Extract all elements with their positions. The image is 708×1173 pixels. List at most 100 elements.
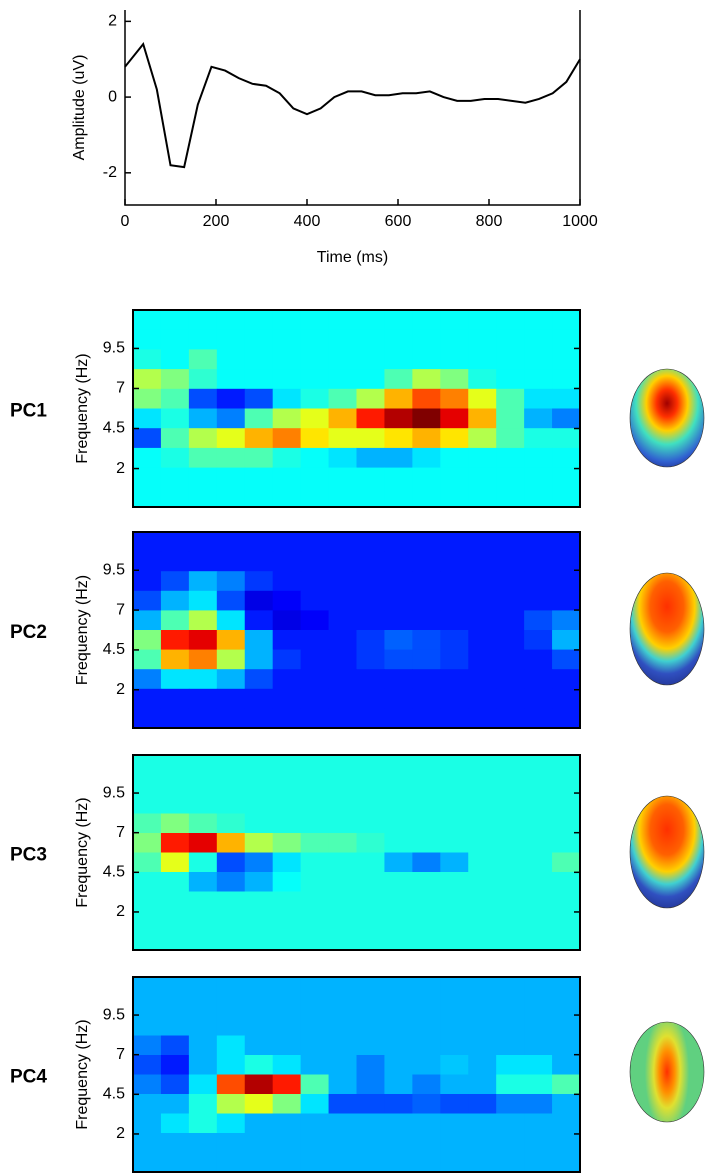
heatmap-cell [356, 911, 385, 931]
panel-label: PC4 [10, 1067, 47, 1088]
heatmap-cell [440, 447, 469, 469]
heatmap-cell [160, 708, 190, 729]
heatmap-cell [244, 755, 274, 775]
heatmap-cell [300, 774, 330, 795]
heatmap-cell [328, 891, 357, 912]
heatmap-cell [468, 571, 497, 592]
heatmap-cell [524, 467, 553, 488]
heatmap-cell [133, 708, 162, 729]
heatmap-cell [496, 669, 525, 690]
heatmap-cell [468, 891, 497, 912]
heatmap-cell [188, 630, 218, 651]
heatmap-cell [272, 590, 302, 611]
y-tick-label: 7 [116, 601, 125, 618]
heatmap-cell [496, 1094, 525, 1114]
heatmap-cell [440, 872, 469, 892]
heatmap-cell [160, 487, 190, 508]
heatmap-cell [468, 369, 497, 390]
heatmap-cell [468, 487, 497, 508]
heatmap-cell [133, 1074, 162, 1095]
heatmap-cell [384, 708, 413, 729]
heatmap-cell [188, 388, 218, 409]
heatmap-cell [272, 630, 302, 651]
heatmap-cell [384, 996, 413, 1017]
y-tick-label: -2 [103, 164, 117, 181]
heatmap-cell [216, 1113, 246, 1134]
x-tick-label: 1000 [562, 213, 598, 230]
heatmap-cell [244, 590, 274, 611]
heatmap-cell [412, 1035, 441, 1056]
heatmap-cell [300, 369, 330, 390]
y-axis-label: Frequency (Hz) [74, 353, 91, 463]
heatmap-cell [496, 408, 525, 429]
heatmap-cell [188, 1035, 218, 1056]
heatmap-cell [552, 930, 581, 951]
heatmap-cell [244, 467, 274, 488]
heatmap-cell [468, 755, 497, 775]
heatmap-cell [552, 1113, 581, 1134]
heatmap-cell [524, 388, 553, 409]
heatmap-cell [496, 487, 525, 508]
heatmap-cell [496, 1035, 525, 1056]
heatmap-cell [356, 1094, 385, 1114]
heatmap-cell [552, 571, 581, 592]
heatmap-cell [412, 1113, 441, 1134]
heatmap-cell [524, 447, 553, 469]
heatmap-cell [468, 996, 497, 1017]
heatmap-cell [216, 852, 246, 873]
heatmap-cell [524, 669, 553, 690]
heatmap-cell [244, 329, 274, 350]
heatmap-cell [328, 1035, 357, 1056]
heatmap-cell [496, 310, 525, 331]
heatmap-cell [384, 532, 413, 553]
heatmap-cell [412, 1055, 441, 1075]
heatmap-cell [524, 630, 553, 651]
heatmap-cell [160, 852, 190, 873]
heatmap-cell [188, 532, 218, 553]
heatmap-cell [356, 891, 385, 912]
heatmap-cell [244, 649, 274, 670]
heatmap-cell [440, 794, 469, 814]
heatmap-cell [216, 911, 246, 931]
heatmap-cell [384, 911, 413, 931]
heatmap-cell [440, 428, 469, 449]
heatmap-cell [133, 487, 162, 508]
heatmap-cell [328, 852, 357, 873]
heatmap-cell [384, 1133, 413, 1153]
heatmap-cell [133, 532, 162, 553]
heatmap-cell [384, 833, 413, 853]
heatmap-cell [356, 329, 385, 350]
heatmap-cell [496, 755, 525, 775]
topomap [629, 795, 705, 909]
heatmap-cell [384, 1094, 413, 1114]
heatmap-cell [272, 571, 302, 592]
heatmap-cell [412, 996, 441, 1017]
heatmap-cell [552, 813, 581, 834]
heatmap-cell [188, 833, 218, 853]
heatmap-cell [272, 852, 302, 873]
heatmap-cell [272, 551, 302, 572]
heatmap-cell [133, 688, 162, 709]
heatmap-cell [300, 408, 330, 429]
heatmap-cell [524, 833, 553, 853]
heatmap-cell [328, 388, 357, 409]
heatmap-cell [524, 369, 553, 390]
heatmap-cell [552, 349, 581, 370]
heatmap-cell [384, 487, 413, 508]
heatmap-cell [188, 755, 218, 775]
heatmap-cell [216, 428, 246, 449]
heatmap-cell [496, 891, 525, 912]
heatmap-cell [300, 1113, 330, 1134]
heatmap-cell [272, 872, 302, 892]
heatmap-cell [496, 1133, 525, 1153]
heatmap-cell [300, 852, 330, 873]
heatmap-cell [440, 891, 469, 912]
heatmap-cell [300, 794, 330, 814]
heatmap-cell [133, 447, 162, 469]
heatmap-cell [272, 447, 302, 469]
heatmap-cell [328, 408, 357, 429]
heatmap-cell [300, 329, 330, 350]
heatmap-cell [384, 590, 413, 611]
heatmap-cell [468, 1133, 497, 1153]
heatmap-cell [552, 590, 581, 611]
